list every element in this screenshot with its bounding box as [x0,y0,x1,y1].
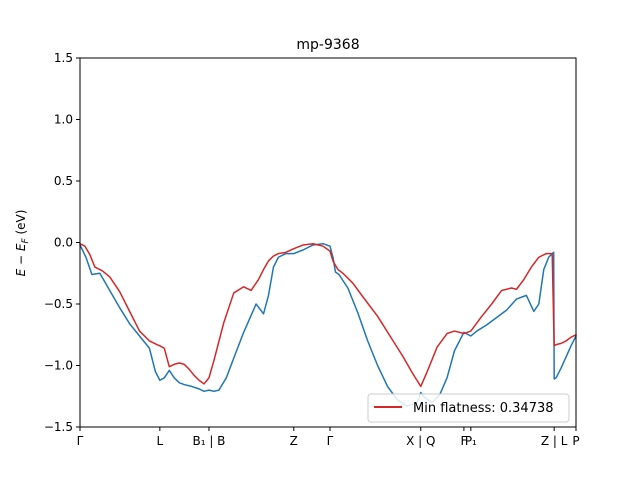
x-tick-label: Γ [327,434,334,448]
y-tick-label: 1.0 [54,113,73,127]
y-tick-label: 0.5 [54,174,73,188]
band-line-1 [79,242,577,407]
legend-label: Min flatness: 0.34738 [413,401,554,416]
y-tick-label: −0.5 [44,297,73,311]
legend-box [367,393,570,423]
y-tick-label: 0.0 [54,236,73,250]
x-tick-label: Γ [77,434,84,448]
y-tick-label: 1.5 [54,51,73,65]
chart-title: mp-9368 [296,37,359,53]
y-axis-label: E − EF (eV) [14,210,31,277]
x-axis: Γ L B₁ | B Z Γ X | Q FP₁ Z | L P [77,427,580,448]
x-tick-label: Z [290,434,298,448]
y-axis: −1.5 −1.0 −0.5 0.0 0.5 1.0 1.5 [44,51,80,434]
band-line-2 [79,242,577,388]
legend: Min flatness: 0.34738 [367,393,570,423]
x-tick-label: P₁ [465,434,477,448]
x-tick-label: X | Q [406,434,435,448]
x-tick-label: L [157,434,164,448]
series-layer [79,242,577,407]
x-tick-label: F [460,434,467,448]
y-tick-label: −1.5 [44,420,73,434]
y-tick-label: −1.0 [44,359,73,373]
x-tick-label: Z | L [541,434,568,448]
x-tick-label: B₁ | B [192,434,225,448]
x-tick-label: P [572,434,579,448]
